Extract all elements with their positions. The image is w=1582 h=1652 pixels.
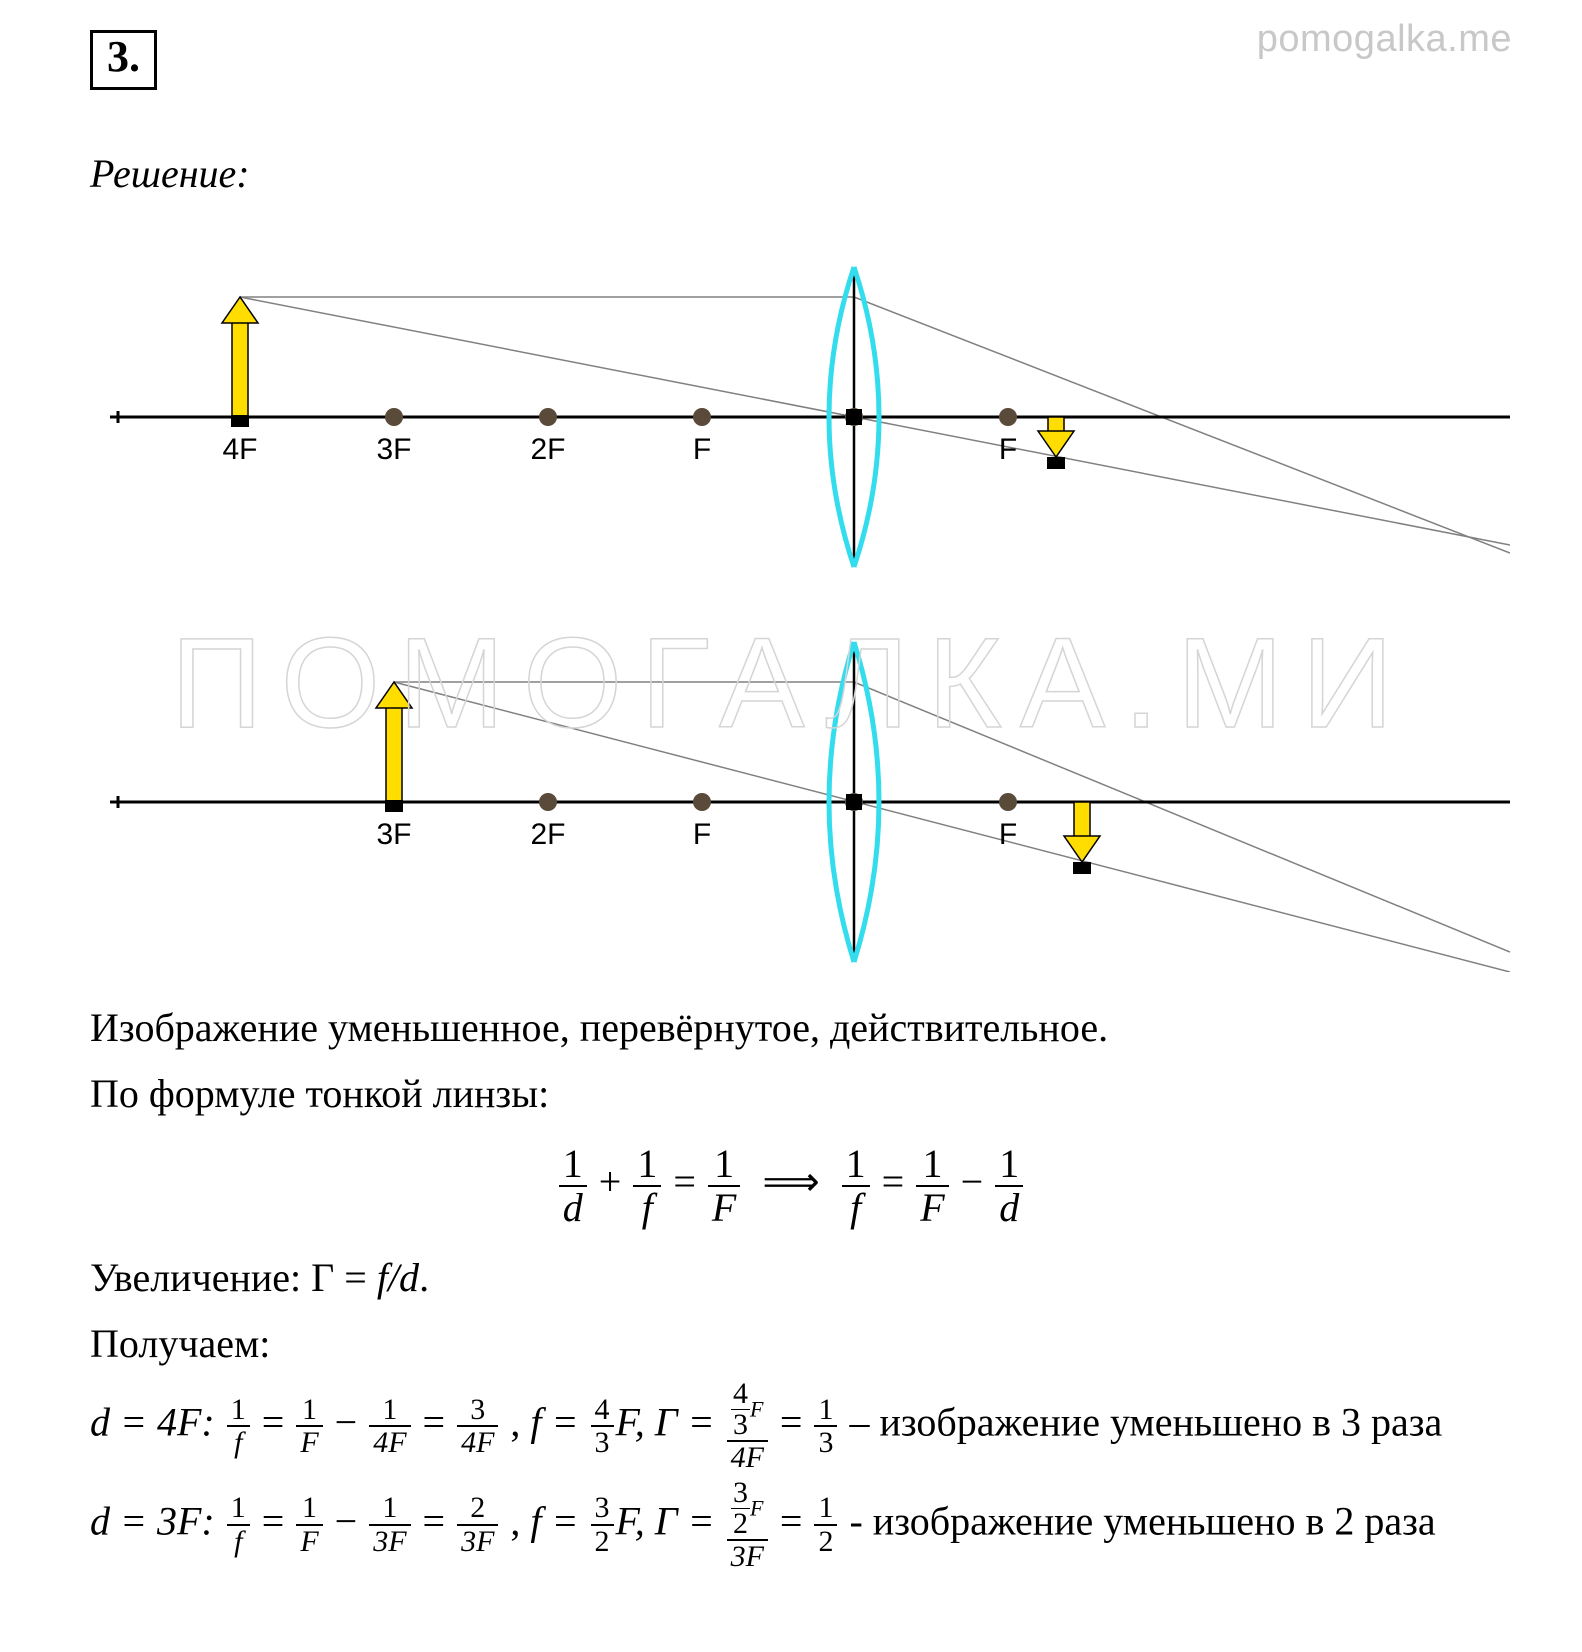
result-text: изображение уменьшено в 3 раза [879,1399,1442,1444]
dash: – [849,1399,869,1444]
image-description: Изображение уменьшенное, перевёрнутое, д… [90,997,1492,1059]
op: = [780,1498,803,1543]
frac: 1f [842,1143,870,1229]
op: = [262,1399,285,1444]
svg-text:3F: 3F [376,433,411,466]
svg-text:F: F [999,818,1017,851]
op: = [882,1159,905,1204]
op: = [423,1498,446,1543]
svg-text:F: F [693,433,711,466]
frac: 13F [369,1492,410,1557]
frac: 12 [814,1492,837,1557]
result-row-4f: d = 4F: 1f = 1F − 14F = 34F , f = 43F, Г… [90,1379,1492,1474]
svg-text:3F: 3F [376,818,411,851]
op: − [335,1498,358,1543]
sep: , [510,1399,530,1444]
gamma-frac: 32F 3F [727,1478,768,1573]
formula-intro: По формуле тонкой линзы: [90,1063,1492,1125]
explanation-text: Изображение уменьшенное, перевёрнутое, д… [90,997,1492,1572]
dash: - [849,1498,862,1543]
frac: 23F [457,1492,498,1557]
frac: 13 [814,1394,837,1459]
frac: 1f [227,1492,250,1557]
svg-text:4F: 4F [222,433,257,466]
unit: F, Г = [616,1498,715,1543]
frac: 14F [369,1394,410,1459]
result-row-3f: d = 3F: 1f = 1F − 13F = 23F , f = 32F, Г… [90,1478,1492,1573]
frac: 1d [559,1143,587,1229]
op: − [335,1399,358,1444]
op: − [961,1159,984,1204]
frac: 1d [995,1143,1023,1229]
op: + [599,1159,622,1204]
svg-text:2F: 2F [530,818,565,851]
op: = [423,1399,446,1444]
frac: 34F [457,1394,498,1459]
frac: 1F [708,1143,740,1229]
page: pomogalka.me ПОМОГАЛКА.МИ 3. Решение: 4F… [0,0,1582,1636]
frac: 43 [591,1394,614,1459]
ray-diagram-svg: 3F 2F F F [110,612,1510,972]
sep: , [510,1498,530,1543]
gamma-frac: 43F 4F [727,1379,768,1474]
op: = [780,1399,803,1444]
f-label: f = [530,1498,578,1543]
f-label: f = [530,1399,578,1444]
frac: 1F [296,1394,322,1459]
frac: 32 [591,1492,614,1557]
svg-text:F: F [693,818,711,851]
op: = [262,1498,285,1543]
lens-formula: 1d + 1f = 1F ⟹ 1f = 1F − 1d [90,1143,1492,1229]
ray-diagram-svg: 4F 3F 2F F F [110,247,1510,577]
frac: 1f [633,1143,661,1229]
unit: F, Г = [616,1399,715,1444]
d-label: d = 4F: [90,1399,215,1444]
magnification-def: Увеличение: Г = f/d. [90,1247,1492,1309]
frac: 1F [296,1492,322,1557]
results-intro: Получаем: [90,1313,1492,1375]
frac: 1f [227,1394,250,1459]
ray-diagram-3f: 3F 2F F F [110,612,1492,977]
problem-number: 3. [90,30,157,90]
result-text: изображение уменьшено в 2 раза [873,1498,1436,1543]
d-label: d = 3F: [90,1498,215,1543]
ray-diagram-4f: 4F 3F 2F F F [110,247,1492,582]
svg-text:2F: 2F [530,433,565,466]
solution-label: Решение: [90,150,1492,197]
watermark-top: pomogalka.me [1257,18,1512,61]
svg-text:F: F [999,433,1017,466]
implies-icon: ⟹ [762,1159,819,1204]
frac: 1F [916,1143,948,1229]
op: = [673,1159,696,1204]
